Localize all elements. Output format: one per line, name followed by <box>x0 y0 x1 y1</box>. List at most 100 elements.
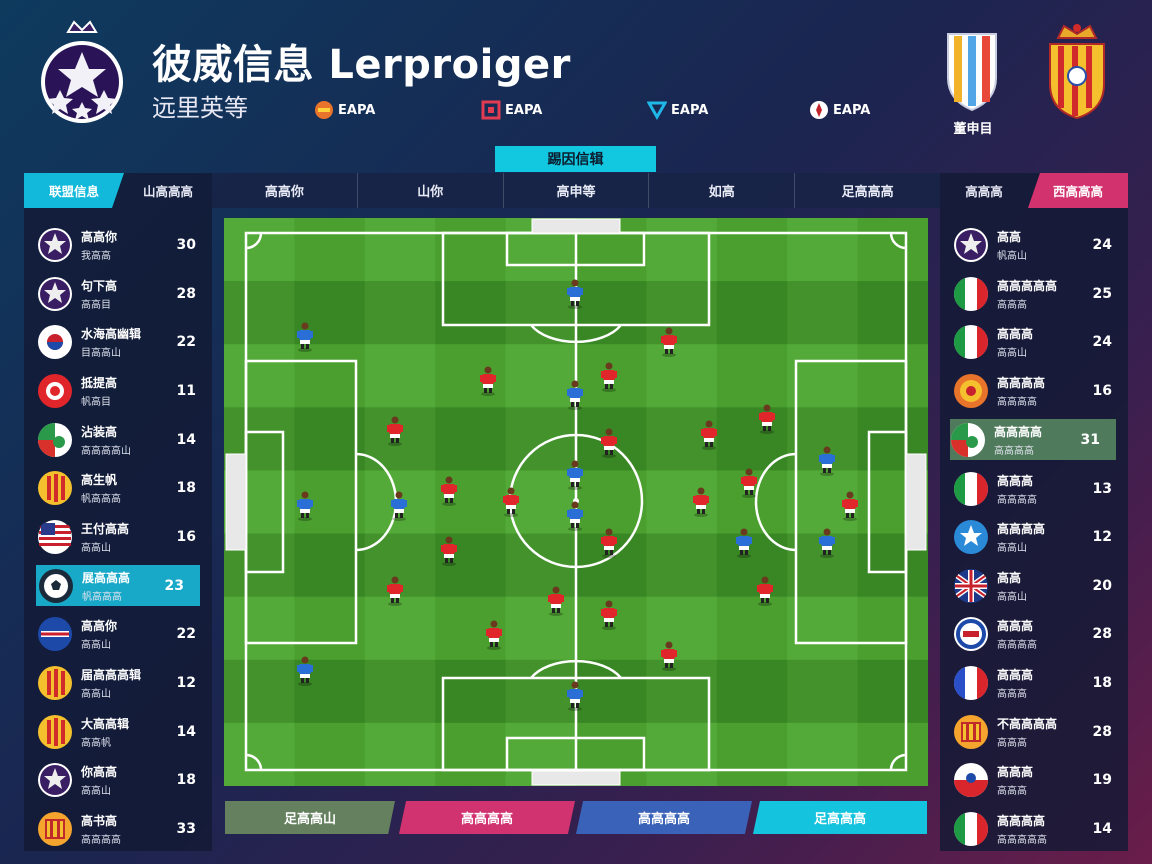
tab-right-primary[interactable]: 高高高 <box>965 184 1003 199</box>
tab-center-2[interactable]: 山你 <box>358 173 504 208</box>
player-red-icon[interactable] <box>601 362 617 393</box>
team-row[interactable]: 水海高幽辑 目高高山 22 <box>24 318 212 367</box>
team-row[interactable]: 高高 帆高山 24 <box>940 221 1128 270</box>
tab-right-secondary[interactable]: 西高高高 <box>1028 173 1128 208</box>
team-info: 高高高 高高高高 <box>997 617 1037 651</box>
player-blue-icon[interactable] <box>819 446 835 477</box>
right-panel: 高高高 西高高高 高高 帆高山 24 高高高高高 高高高 25 高高高 高高山 24 高高高高 高高… <box>940 173 1128 851</box>
player-red-icon[interactable] <box>548 586 564 617</box>
team-row[interactable]: 高高你 我高高 30 <box>24 221 212 270</box>
player-blue-icon[interactable] <box>567 380 583 411</box>
team-badge-icon <box>37 714 73 750</box>
pitch-line <box>889 232 907 250</box>
player-red-icon[interactable] <box>759 404 775 435</box>
team-badge-icon <box>37 762 73 798</box>
player-red-icon[interactable] <box>842 491 858 522</box>
team-row[interactable]: 你高高 高高山 18 <box>24 756 212 805</box>
team-row[interactable]: 大高高辑 高高帆 14 <box>24 707 212 756</box>
team-row[interactable]: 高高高高 高高山 12 <box>940 513 1128 562</box>
team-name: 高高高 <box>997 668 1034 683</box>
center-tab[interactable]: 踢因信辑 <box>495 146 656 172</box>
team-row[interactable]: 高高高 高高高高 13 <box>940 464 1128 513</box>
player-blue-icon[interactable] <box>567 501 583 532</box>
player-blue-icon[interactable] <box>567 681 583 712</box>
team-name: 水海高幽辑 <box>81 327 142 342</box>
team-meta: 高高高高 <box>997 640 1037 652</box>
team-info: 高高 高高山 <box>997 569 1027 603</box>
player-red-icon[interactable] <box>387 576 403 607</box>
team-row[interactable]: 高高高 高高山 24 <box>940 318 1128 367</box>
tab-league-info[interactable]: 联盟信息 <box>24 173 124 208</box>
player-red-icon[interactable] <box>387 416 403 447</box>
bottom-button-3[interactable]: 高高高高 <box>576 801 752 834</box>
team-info: 高高高高 高高高高高 <box>997 812 1047 846</box>
player-blue-icon[interactable] <box>819 528 835 559</box>
player-red-icon[interactable] <box>693 487 709 518</box>
player-red-icon[interactable] <box>601 528 617 559</box>
tab-center-4[interactable]: 如高 <box>649 173 796 208</box>
player-red-icon[interactable] <box>503 487 519 518</box>
tab-center-5[interactable]: 足高高高 <box>841 185 894 200</box>
team-row[interactable]: 句下高 高高目 28 <box>24 270 212 319</box>
player-red-icon[interactable] <box>701 420 717 451</box>
player-red-icon[interactable] <box>741 468 757 499</box>
team-info: 届高高高辑 高高山 <box>81 666 141 700</box>
team-row[interactable]: 沾装高 高高高高山 14 <box>24 415 212 464</box>
team-row[interactable]: 高高高 高高高 19 <box>940 756 1128 805</box>
player-red-icon[interactable] <box>601 600 617 631</box>
pitch-stripe <box>716 218 788 786</box>
team-info: 句下高 高高目 <box>81 277 117 311</box>
bottom-button-4[interactable]: 足高高高 <box>753 801 927 834</box>
sponsor-4-label: EAPA <box>833 102 871 118</box>
player-red-icon[interactable] <box>601 428 617 459</box>
tab-center-3[interactable]: 高申等 <box>504 173 650 208</box>
team-score: 16 <box>176 528 196 545</box>
team-row[interactable]: 展高高高 帆高高高 23 <box>36 565 200 607</box>
team-row[interactable]: 届高高高辑 高高山 12 <box>24 659 212 708</box>
player-blue-icon[interactable] <box>391 491 407 522</box>
pitch-stripe <box>576 218 647 786</box>
team-row[interactable]: 高高你 高高山 22 <box>24 610 212 659</box>
player-red-icon[interactable] <box>441 476 457 507</box>
goal-top <box>531 218 621 234</box>
player-blue-icon[interactable] <box>297 656 313 687</box>
team-row[interactable]: 高高高 高高高高 28 <box>940 610 1128 659</box>
player-blue-icon[interactable] <box>297 322 313 353</box>
bottom-button-1[interactable]: 足高高山 <box>225 801 395 834</box>
player-blue-icon[interactable] <box>567 279 583 310</box>
player-blue-icon[interactable] <box>297 491 313 522</box>
pitch-canvas <box>224 218 928 787</box>
team-row[interactable]: 抵提高 帆高目 11 <box>24 367 212 416</box>
team-meta: 高高帆 <box>81 737 111 749</box>
bottom-button-2[interactable]: 高高高高 <box>399 801 575 834</box>
tab-left-secondary[interactable]: 山高高高 <box>142 184 193 199</box>
player-blue-icon[interactable] <box>736 528 752 559</box>
sponsor-4[interactable]: EAPA <box>809 99 870 121</box>
sponsor-3[interactable]: EAPA <box>647 99 708 121</box>
team-row[interactable]: 高高高高 高高高高 16 <box>940 367 1128 416</box>
player-red-icon[interactable] <box>661 327 677 358</box>
team-row[interactable]: 高书高 高高高高 33 <box>24 805 212 854</box>
team-score: 14 <box>176 723 196 740</box>
sponsor-1[interactable]: EAPA <box>314 99 375 121</box>
team-row[interactable]: 王付高高 高高山 16 <box>24 513 212 562</box>
team-meta: 高高山 <box>81 542 111 554</box>
team-row[interactable]: 高高高高高 高高高 25 <box>940 270 1128 319</box>
sponsor-2[interactable]: EAPA <box>481 99 542 121</box>
team-row[interactable]: 高高高高 高高高高高 14 <box>940 805 1128 854</box>
team-row[interactable]: 高高高 高高高 18 <box>940 659 1128 708</box>
team-row[interactable]: 高高高高 高高高高 31 <box>950 419 1116 461</box>
triangle-logo-icon <box>647 100 667 120</box>
team-row[interactable]: 不高高高高 高高高 28 <box>940 707 1128 756</box>
player-red-icon[interactable] <box>480 366 496 397</box>
player-red-icon[interactable] <box>441 536 457 567</box>
team-info: 王付高高 高高山 <box>81 520 129 554</box>
player-red-icon[interactable] <box>486 620 502 651</box>
team-name: 高高 <box>997 570 1022 585</box>
player-red-icon[interactable] <box>757 576 773 607</box>
player-blue-icon[interactable] <box>567 460 583 491</box>
team-row[interactable]: 高高 高高山 20 <box>940 562 1128 611</box>
team-row[interactable]: 高生帆 帆高高高 18 <box>24 464 212 513</box>
player-red-icon[interactable] <box>661 641 677 672</box>
tab-center-1[interactable]: 高高你 <box>212 173 358 208</box>
